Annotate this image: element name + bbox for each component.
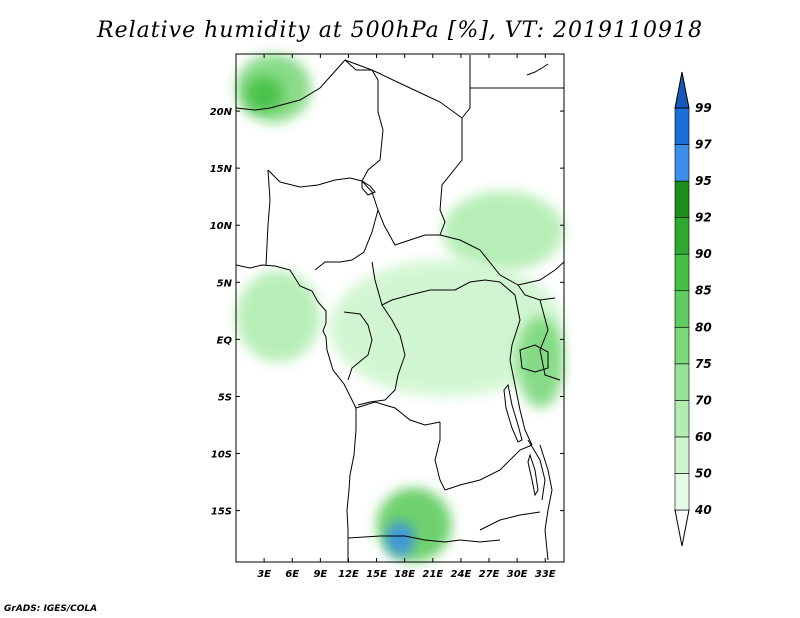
border-ss-ethiopia	[517, 261, 565, 286]
lon-tick-label: 15E	[366, 569, 387, 580]
colorbar-label: 95	[695, 174, 712, 188]
humidity-region-5	[376, 487, 452, 562]
border-libya-chad	[371, 69, 463, 119]
lat-tick-label: 10N	[210, 221, 233, 232]
country-borders	[235, 55, 565, 562]
border-nigeria-benin	[265, 169, 271, 266]
map-frame	[235, 53, 565, 563]
grads-credit: GrADS: IGES/COLA	[4, 604, 98, 614]
humidity-fill-layer	[235, 54, 564, 562]
colorbar-label: 99	[695, 101, 712, 115]
border-chad-car	[377, 209, 440, 246]
border-mozambique	[539, 444, 553, 561]
humidity-region-4	[235, 270, 321, 363]
humidity-region-3	[329, 259, 564, 397]
border-nigeria-cameroon	[314, 180, 379, 271]
border-drc-uganda	[499, 281, 521, 361]
humidity-region-7	[517, 316, 564, 408]
lat-tick-label: 5N	[217, 278, 233, 289]
chart-title: Relative humidity at 500hPa [%], VT: 201…	[97, 18, 703, 43]
colorbar-label: 80	[695, 320, 712, 334]
border-ss-uganda	[517, 284, 556, 301]
coastline	[235, 264, 357, 562]
lat-tick-label: 5S	[218, 392, 232, 403]
lake-chad	[361, 180, 376, 196]
border-angola-namibia	[347, 535, 446, 543]
lon-tick-label: 30E	[507, 569, 528, 580]
colorbar-label: 75	[695, 357, 712, 371]
border-kenya	[539, 299, 561, 381]
colorbar-bin	[674, 509, 690, 547]
colorbar-label: 90	[695, 247, 712, 261]
colorbar-label: 70	[695, 393, 712, 407]
lake-victoria	[519, 344, 549, 373]
colorbar-label: 50	[695, 466, 712, 480]
colorbar-bin	[674, 217, 690, 255]
colorbar-bin	[674, 290, 690, 328]
colorbar-label: 60	[695, 430, 712, 444]
lon-tick-label: 21E	[422, 569, 443, 580]
border-malawi	[527, 439, 546, 501]
border-drc-angola-north	[355, 401, 441, 426]
lon-tick-label: 9E	[313, 569, 327, 580]
border-zambia-zimbabwe	[479, 511, 541, 531]
lon-tick-label: 27E	[479, 569, 500, 580]
colorbar-bin	[674, 180, 690, 218]
lat-tick-label: 15N	[210, 164, 233, 175]
map-border	[235, 53, 565, 563]
humidity-region-2	[442, 190, 564, 271]
colorbar-bin	[674, 400, 690, 438]
lake-malawi	[527, 453, 539, 497]
colorbar-bin	[674, 436, 690, 474]
lon-tick-label: 6E	[285, 569, 299, 580]
border-congo-drc	[357, 304, 406, 406]
colorbar-bin	[674, 71, 690, 109]
colorbar-bin	[674, 473, 690, 511]
border-libya-egypt	[461, 55, 471, 119]
colorbar-bin	[674, 107, 690, 145]
lon-tick-label: 33E	[535, 569, 556, 580]
colorbar-label: 85	[695, 284, 712, 298]
humidity-region-6	[385, 522, 415, 557]
lat-tick-label: 10S	[211, 450, 232, 461]
colorbar-label: 97	[695, 138, 712, 152]
border-gabon-congo	[343, 311, 373, 381]
lake-tanganyika	[503, 383, 523, 443]
colorbar-bin	[674, 144, 690, 182]
lat-tick-label: 20N	[210, 107, 233, 118]
coast-north-east	[526, 63, 549, 76]
border-sudan-southsudan	[439, 234, 519, 286]
border-chad-niger	[344, 59, 384, 182]
border-zambia-drc	[444, 444, 533, 491]
border-namibia-botswana	[444, 539, 501, 543]
lon-tick-label: 18E	[394, 569, 415, 580]
lon-tick-label: 3E	[257, 569, 271, 580]
colorbar-bin	[674, 326, 690, 365]
lat-tick-label: 15S	[211, 507, 232, 518]
colorbar-bin	[674, 253, 690, 292]
axis-ticks: 20N 15N 10N 5N EQ 5S 10S 15S 3E 6E 9E 12E 15E 18E 21E 2…	[210, 54, 564, 580]
lon-tick-label: 12E	[338, 569, 359, 580]
lon-tick-label: 24E	[451, 569, 472, 580]
border-car-drc	[409, 279, 501, 296]
colorbar-label: 92	[695, 211, 712, 225]
lat-tick-label: EQ	[217, 335, 233, 346]
border-drc-tanzania	[509, 359, 533, 446]
colorbar-label: 40	[694, 503, 712, 517]
border-algeria-niger	[235, 59, 372, 111]
colorbar-bin	[674, 363, 690, 401]
border-niger-nigeria	[267, 169, 363, 188]
colorbar: 40 50 60 70 75 80 85 90 92 95 97 99	[674, 71, 712, 547]
humidity-region-1	[245, 76, 283, 112]
border-chad-sudan	[439, 118, 463, 236]
border-drc-angola-east	[434, 422, 446, 491]
